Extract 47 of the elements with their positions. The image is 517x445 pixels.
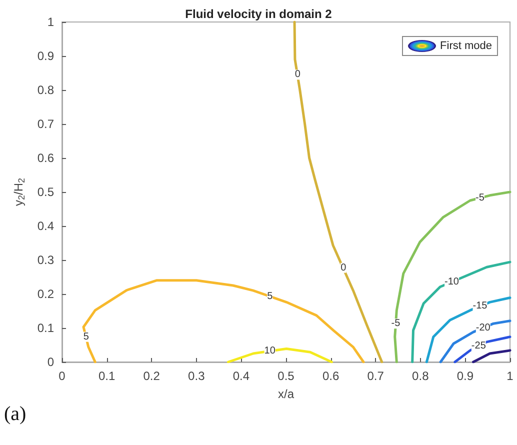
x-tick-label: 0.3 xyxy=(188,369,206,383)
x-tick-label: 0.4 xyxy=(232,369,250,383)
line-series xyxy=(82,279,365,364)
y-tick-label: 1 xyxy=(47,15,54,29)
x-tick-label: 0.2 xyxy=(143,369,160,383)
chart-title: Fluid velocity in domain 2 xyxy=(185,7,332,21)
line-series xyxy=(425,296,512,364)
y-axis-title: y2/H2 xyxy=(12,178,26,206)
line-series xyxy=(226,347,333,364)
text: (a) xyxy=(4,403,26,426)
y-tick-label: 0.7 xyxy=(37,117,54,131)
x-tick-label: 0.1 xyxy=(98,369,116,383)
x-tick-label: 0.5 xyxy=(278,369,295,383)
line-series xyxy=(439,320,512,364)
annotation: 0 xyxy=(340,262,347,274)
annotation: 0 xyxy=(294,69,301,80)
line-series xyxy=(293,20,384,364)
x-tick-label: 0.8 xyxy=(412,369,430,383)
key-box: First mode xyxy=(402,36,498,56)
annotation: 5 xyxy=(83,331,90,342)
annotation: -10 xyxy=(444,276,460,288)
y-tick-label: 0.1 xyxy=(37,321,54,335)
annotation: -20 xyxy=(476,322,491,334)
line-series xyxy=(394,190,512,364)
y-tick-label: 0.9 xyxy=(37,49,54,63)
annotation: -25 xyxy=(471,340,486,352)
y-tick-label: 0 xyxy=(47,355,54,369)
x-tick-label: 0.6 xyxy=(322,369,340,383)
line-series xyxy=(411,260,512,364)
annotation: -15 xyxy=(472,300,488,312)
line-series xyxy=(454,336,512,364)
y-tick-label: 0.8 xyxy=(37,83,54,97)
x-tick-label: 0.7 xyxy=(367,369,384,383)
annotation: 5 xyxy=(267,290,274,302)
annotation: First mode xyxy=(440,40,492,52)
y-tick-label: 0.2 xyxy=(37,287,54,301)
x-axis-title: x/a xyxy=(278,387,294,401)
annotation: -5 xyxy=(476,192,485,204)
x-tick-label: 1 xyxy=(506,369,514,383)
annotation: 10 xyxy=(264,346,276,357)
y-tick-label: 0.5 xyxy=(37,185,54,199)
x-tick-label: 0.9 xyxy=(456,369,474,383)
y-tick-label: 0.6 xyxy=(37,151,54,165)
y-tick-label: 0.4 xyxy=(37,219,54,233)
x-tick-label: 0 xyxy=(58,369,66,383)
y-tick-label: 0.3 xyxy=(37,253,54,267)
annotation: -5 xyxy=(391,318,401,330)
